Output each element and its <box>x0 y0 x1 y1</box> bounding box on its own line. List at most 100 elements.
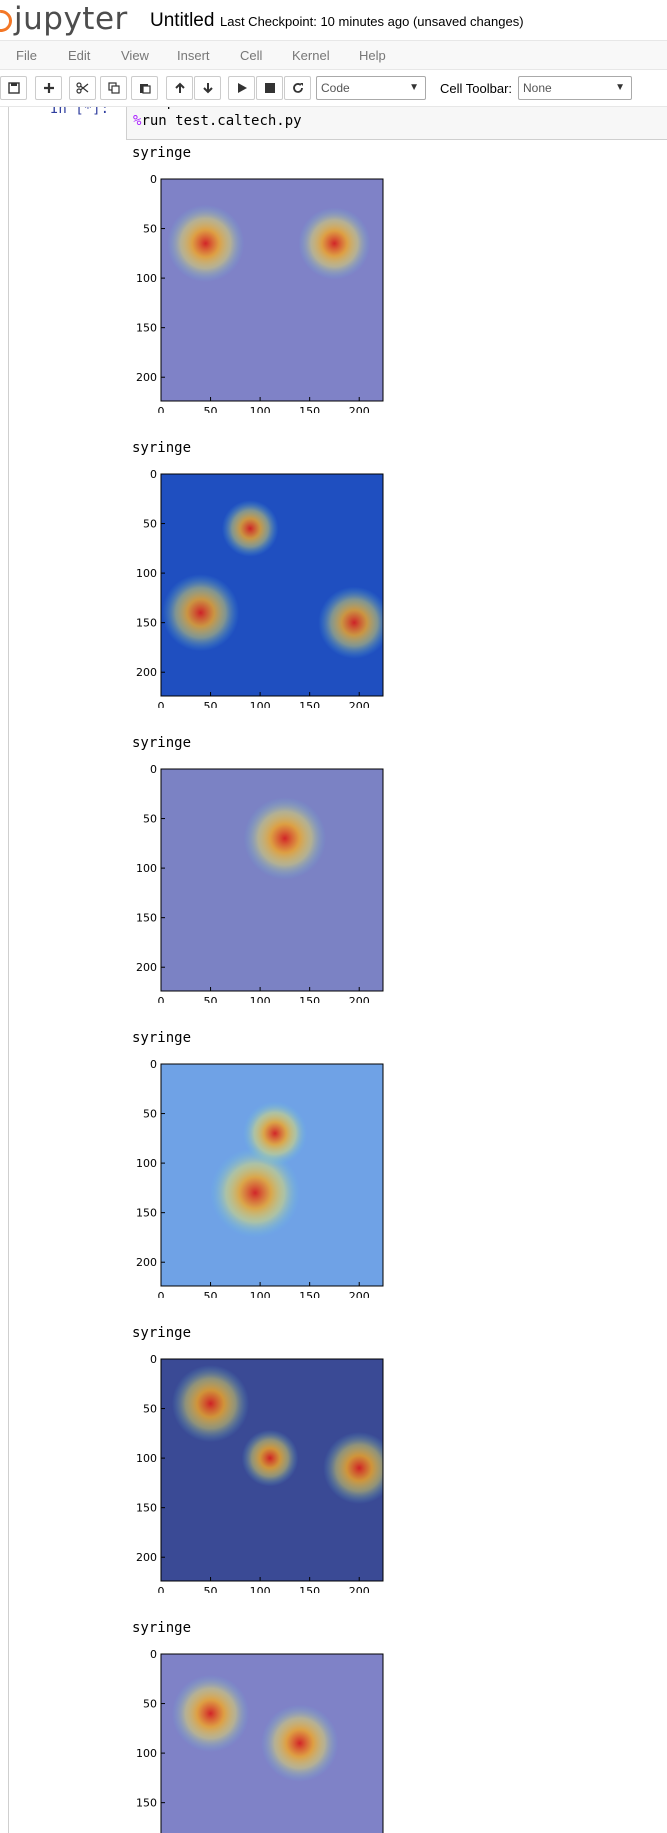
y-tick-label: 100 <box>136 1747 157 1760</box>
x-tick-label: 50 <box>204 405 218 413</box>
plot-frame <box>160 178 384 402</box>
caret-down-icon: ▼ <box>615 82 625 93</box>
code-line: %run test.caltech.py <box>133 113 302 129</box>
menu-kernel[interactable]: Kernel <box>292 48 330 63</box>
x-tick-label: 200 <box>349 405 370 413</box>
heatmap-hotspot <box>242 1101 308 1166</box>
insert-cell-button[interactable] <box>35 76 62 100</box>
move-up-button[interactable] <box>166 76 193 100</box>
cell-toolbar-label: Cell Toolbar: <box>440 81 513 96</box>
copy-icon <box>107 82 120 94</box>
menu-file[interactable]: File <box>16 48 37 63</box>
save-icon <box>7 82 20 94</box>
plot-frame <box>160 1358 384 1582</box>
header: jupyter Untitled Last Checkpoint: 10 min… <box>0 0 667 40</box>
cell-selection-border <box>8 107 9 1833</box>
output-label: syringe <box>132 735 192 751</box>
y-tick-label: 150 <box>136 617 157 630</box>
code-line: %matplotlib inline <box>133 107 285 110</box>
y-tick-label: 200 <box>136 1551 157 1564</box>
y-tick-label: 150 <box>136 1502 157 1515</box>
heatmap-hotspot <box>243 797 327 880</box>
heatmap-hotspot <box>171 1364 250 1443</box>
x-tick-label: 0 <box>158 405 165 413</box>
heatmap-svg: 0 50 100 150 200 0 50 100 150 200 <box>136 763 384 1003</box>
x-tick-label: 200 <box>349 700 370 708</box>
heatmap-plot: 0 50 100 150 200 0 50 100 150 200 <box>125 1353 395 1593</box>
y-tick-label: 100 <box>136 1452 157 1465</box>
menu-insert[interactable]: Insert <box>177 48 210 63</box>
move-down-button[interactable] <box>194 76 221 100</box>
y-tick-label: 50 <box>143 223 157 236</box>
y-tick-label: 0 <box>150 468 157 481</box>
cell-type-value: Code <box>321 81 350 95</box>
y-tick-label: 0 <box>150 763 157 776</box>
plot-frame <box>160 768 384 992</box>
cell-toolbar-select[interactable]: None ▼ <box>518 76 632 100</box>
y-tick-label: 50 <box>143 813 157 826</box>
output-label: syringe <box>132 145 192 161</box>
menu-cell[interactable]: Cell <box>240 48 263 63</box>
x-tick-label: 150 <box>299 1585 320 1593</box>
x-tick-label: 150 <box>299 405 320 413</box>
y-tick-label: 50 <box>143 1698 157 1711</box>
toolbar: Code ▼ Cell Toolbar: None ▼ <box>0 70 667 107</box>
notebook-area[interactable]: In [*]: %matplotlib inline %run test.cal… <box>0 107 667 1833</box>
heatmap-plot: 0 50 100 150 200 0 50 100 150 200 <box>125 763 395 1003</box>
x-tick-label: 150 <box>299 1290 320 1298</box>
save-button[interactable] <box>0 76 27 100</box>
heatmap-hotspot <box>298 207 371 280</box>
output-label: syringe <box>132 440 192 456</box>
x-tick-label: 0 <box>158 995 165 1003</box>
plot-frame <box>160 473 384 697</box>
notebook-title[interactable]: Untitled <box>150 10 215 31</box>
heatmap-hotspot <box>318 586 383 659</box>
play-icon <box>237 83 247 93</box>
x-tick-label: 50 <box>204 1585 218 1593</box>
x-tick-label: 200 <box>349 995 370 1003</box>
y-tick-label: 0 <box>150 1353 157 1366</box>
output-label: syringe <box>132 1030 192 1046</box>
cell-type-select[interactable]: Code ▼ <box>316 76 426 100</box>
output-label: syringe <box>132 1325 192 1341</box>
restart-icon <box>292 83 303 93</box>
y-tick-label: 0 <box>150 1058 157 1071</box>
run-button[interactable] <box>228 76 255 100</box>
heatmap-hotspot <box>210 1147 301 1238</box>
y-tick-label: 50 <box>143 1403 157 1416</box>
output-label: syringe <box>132 1620 192 1636</box>
heatmap-hotspot <box>221 500 279 557</box>
scissors-icon <box>76 82 89 94</box>
y-tick-label: 100 <box>136 272 157 285</box>
paste-button[interactable] <box>131 76 158 100</box>
y-tick-label: 150 <box>136 912 157 925</box>
y-tick-label: 0 <box>150 173 157 186</box>
menubar: File Edit View Insert Cell Kernel Help <box>0 40 667 70</box>
heatmap-plot: 0 50 100 150 200 0 50 100 150 200 <box>125 1058 395 1298</box>
cut-button[interactable] <box>69 76 96 100</box>
cell-toolbar-value: None <box>523 81 552 95</box>
heatmap-hotspot <box>323 1431 383 1505</box>
copy-button[interactable] <box>100 76 127 100</box>
x-tick-label: 0 <box>158 700 165 708</box>
menu-edit[interactable]: Edit <box>68 48 91 63</box>
restart-button[interactable] <box>284 76 311 100</box>
y-tick-label: 200 <box>136 371 157 384</box>
heatmap-hotspot <box>166 204 245 283</box>
x-tick-label: 0 <box>158 1290 165 1298</box>
x-tick-label: 50 <box>204 700 218 708</box>
heatmap-plot: 0 50 100 150 200 0 50 100 150 200 <box>125 468 395 708</box>
stop-icon <box>264 83 275 93</box>
menu-help[interactable]: Help <box>359 48 386 63</box>
menu-view[interactable]: View <box>121 48 149 63</box>
interrupt-button[interactable] <box>256 76 283 100</box>
code-input[interactable]: %matplotlib inline %run test.caltech.py <box>126 107 667 140</box>
x-tick-label: 100 <box>250 1290 271 1298</box>
y-tick-label: 0 <box>150 1648 157 1661</box>
heatmap-hotspot <box>171 1674 250 1753</box>
heatmap-svg: 0 50 100 150 200 0 50 100 150 200 <box>136 468 384 708</box>
plot-frame <box>160 1063 384 1287</box>
plot-frame <box>160 1653 384 1833</box>
x-tick-label: 150 <box>299 995 320 1003</box>
plus-icon <box>43 83 54 93</box>
